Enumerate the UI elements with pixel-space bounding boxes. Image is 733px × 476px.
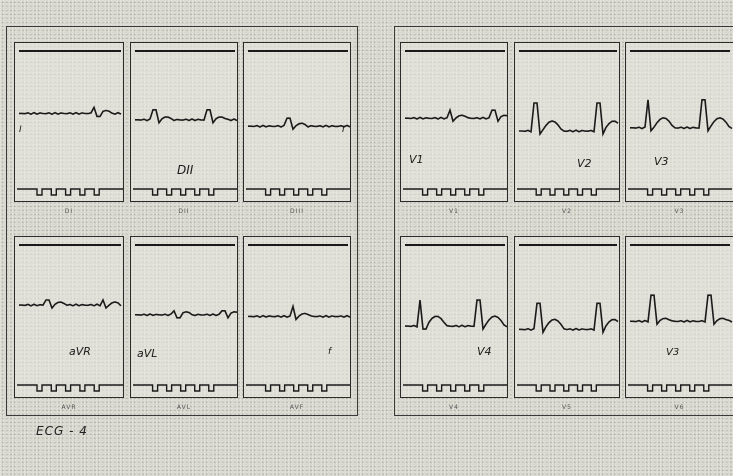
lead-v6-waveform: [629, 294, 733, 327]
lead-v1-waveform: [405, 107, 508, 124]
lead-iii-code: DIII: [290, 208, 304, 215]
lead-v3-code: V3: [674, 208, 685, 215]
lead-v2-waveform: [519, 102, 619, 138]
lead-avl-code: AVL: [176, 404, 192, 411]
lead-v3-label: V3: [654, 155, 669, 168]
lead-v1-trace: [403, 50, 508, 196]
lead-v6-trace: [628, 244, 733, 392]
lead-ii-label: DII: [177, 163, 194, 177]
lead-avl-calibration-line: [133, 384, 237, 392]
lead-v6-calibration-line: [628, 384, 732, 392]
lead-v4-label: V4: [477, 345, 492, 358]
lead-v3-trace: [628, 50, 733, 196]
lead-iii-label: I: [342, 125, 345, 135]
lead-v4-trace: [403, 244, 508, 392]
lead-v4-code: V4: [449, 404, 459, 411]
lead-v5-code: V5: [562, 404, 572, 411]
lead-avf-waveform: [247, 303, 351, 322]
lead-v2-calibration-line: [517, 188, 619, 196]
lead-avf-label: f: [328, 347, 332, 357]
lead-ii-code: DII: [178, 208, 190, 215]
lead-v5-calibration-line: [517, 384, 619, 392]
lead-v2-strip: V2 V2: [514, 42, 620, 215]
lead-i-label: I: [19, 125, 22, 135]
lead-iii-trace: [246, 50, 351, 196]
lead-v4-strip: V4 V4: [400, 236, 508, 411]
lead-v6-code: V6: [674, 404, 685, 411]
lead-v3-strip: V3 V3: [625, 42, 733, 215]
lead-avl-waveform: [134, 309, 238, 320]
limb-leads-panel: [6, 26, 358, 416]
lead-v2-trace: [517, 50, 619, 196]
lead-iii-calibration-line: [246, 188, 350, 196]
lead-v1-calibration-line: [403, 188, 507, 196]
lead-v2-label: V2: [577, 157, 592, 170]
lead-avr-code: AVR: [61, 404, 77, 411]
lead-iii-strip: I DIII: [243, 42, 351, 215]
lead-v5-waveform: [518, 302, 619, 336]
lead-avr-trace: [17, 244, 123, 392]
lead-avf-trace: [246, 244, 351, 392]
lead-avr-strip: aVR AVR: [14, 236, 124, 411]
lead-i-strip: I DI: [14, 42, 124, 215]
lead-i-waveform: [19, 105, 122, 118]
lead-ii-trace: [133, 50, 238, 196]
lead-v6-strip: V3 V6: [625, 236, 733, 411]
lead-v4-calibration-line: [403, 384, 507, 392]
lead-avl-trace: [133, 244, 238, 392]
lead-avl-strip: aVL AVL: [130, 236, 238, 411]
lead-v6-label: V3: [666, 347, 680, 358]
lead-ii-calibration-line: [133, 188, 237, 196]
lead-ii-waveform: [135, 109, 238, 125]
lead-v3-waveform: [630, 99, 733, 134]
lead-avf-code: AVF: [289, 404, 305, 411]
lead-i-calibration-line: [17, 188, 123, 196]
lead-v2-code: V2: [562, 208, 572, 215]
lead-iii-waveform: [248, 117, 351, 131]
lead-avr-label: aVR: [69, 345, 91, 358]
lead-v4-waveform: [405, 299, 508, 332]
figure-caption: ECG - 4: [36, 424, 88, 438]
lead-avf-strip: f AVF: [243, 236, 351, 411]
lead-v1-code: V1: [449, 208, 459, 215]
lead-avr-calibration-line: [17, 384, 123, 392]
lead-v5-trace: [517, 244, 619, 392]
lead-v5-strip: V5: [514, 236, 620, 411]
lead-avf-calibration-line: [246, 384, 350, 392]
lead-v3-calibration-line: [628, 188, 732, 196]
lead-avr-waveform: [18, 298, 122, 310]
lead-i-code: DI: [64, 208, 74, 215]
lead-i-trace: [17, 50, 123, 196]
lead-ii-strip: DII DII: [130, 42, 238, 215]
lead-v1-strip: V1 V1: [400, 42, 508, 215]
lead-avl-label: aVL: [137, 347, 158, 360]
lead-v1-label: V1: [409, 153, 424, 166]
chest-leads-panel: [394, 26, 733, 416]
